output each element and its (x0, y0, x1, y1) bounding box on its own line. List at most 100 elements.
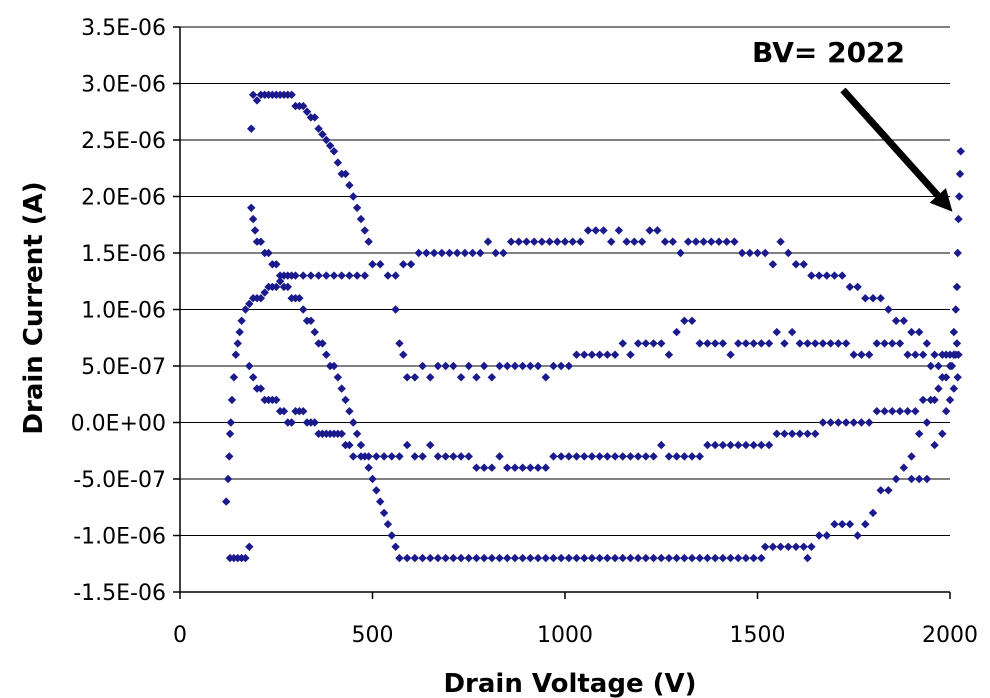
data-point (722, 237, 731, 246)
data-point (518, 463, 527, 472)
data-point (510, 553, 520, 563)
data-point (911, 350, 920, 359)
data-point (487, 463, 497, 472)
data-point (223, 474, 233, 484)
data-point (922, 418, 932, 427)
data-point (333, 158, 343, 167)
data-point (491, 248, 500, 258)
data-point (583, 226, 593, 235)
data-point (414, 248, 423, 258)
data-point (899, 316, 908, 325)
data-point (710, 553, 720, 563)
data-point (952, 282, 962, 292)
data-point (510, 361, 520, 371)
data-point (880, 339, 889, 348)
data-point (337, 271, 346, 280)
annotation-arrow (840, 87, 941, 198)
data-point (441, 553, 450, 563)
data-point (607, 237, 616, 246)
data-point (687, 553, 697, 563)
data-point (618, 339, 627, 348)
data-point (868, 508, 878, 518)
data-point (772, 429, 781, 438)
data-point (599, 226, 608, 235)
data-point (791, 542, 801, 551)
data-point (275, 271, 285, 280)
data-point (245, 361, 254, 371)
data-point (915, 429, 924, 438)
data-point (814, 271, 824, 280)
data-point (441, 361, 450, 371)
data-point (349, 192, 358, 201)
data-point (726, 350, 735, 359)
data-point (227, 395, 237, 405)
data-point (449, 553, 458, 563)
data-point (626, 350, 635, 359)
x-tick-label: 1500 (730, 623, 786, 648)
data-point (229, 373, 239, 382)
data-point (364, 452, 373, 461)
data-point (951, 305, 960, 314)
data-point (479, 463, 489, 472)
data-point (757, 339, 766, 348)
data-point (503, 553, 512, 563)
data-point (241, 553, 250, 563)
data-point (426, 373, 435, 382)
data-point (522, 237, 531, 246)
data-point (764, 440, 774, 450)
data-point (695, 553, 704, 563)
data-point (741, 553, 751, 563)
data-point (672, 327, 681, 337)
data-point (645, 226, 654, 235)
data-point (861, 294, 870, 303)
data-point (803, 339, 812, 348)
data-point (391, 542, 400, 551)
gridlines (180, 26, 950, 593)
data-point (545, 237, 554, 246)
data-point (915, 327, 924, 337)
data-point (233, 339, 242, 348)
data-point (356, 440, 366, 450)
data-point (564, 361, 574, 371)
data-point (718, 553, 728, 563)
data-point (841, 339, 851, 348)
data-point (653, 226, 662, 235)
data-point (341, 395, 350, 405)
data-point (834, 339, 843, 348)
data-point (580, 350, 589, 359)
data-point (814, 531, 824, 540)
data-point (941, 407, 951, 416)
data-point (487, 553, 497, 563)
data-point (456, 452, 466, 461)
data-point (250, 226, 260, 235)
data-point (822, 531, 831, 540)
data-point (637, 237, 647, 246)
data-point (383, 271, 393, 280)
data-point (260, 288, 269, 297)
data-point (395, 339, 404, 348)
data-point (926, 395, 935, 405)
data-point (314, 124, 323, 133)
data-point (337, 384, 346, 393)
data-point (541, 373, 550, 382)
x-tick-label: 1000 (537, 623, 593, 648)
data-point (322, 271, 331, 280)
data-point (549, 361, 558, 371)
data-point (938, 429, 947, 438)
data-point (379, 508, 389, 518)
y-tick-label: 2.0E-06 (81, 186, 166, 211)
data-point (803, 429, 812, 438)
data-point (433, 452, 443, 461)
data-point (888, 339, 897, 348)
data-point (610, 350, 620, 359)
data-point (891, 316, 901, 325)
data-point (641, 339, 651, 348)
data-point (487, 373, 497, 382)
data-point (437, 248, 446, 258)
data-point (772, 327, 781, 337)
data-point (406, 260, 416, 269)
data-point (807, 271, 816, 280)
data-point (541, 553, 550, 563)
data-point (291, 271, 300, 280)
data-point (603, 452, 612, 461)
